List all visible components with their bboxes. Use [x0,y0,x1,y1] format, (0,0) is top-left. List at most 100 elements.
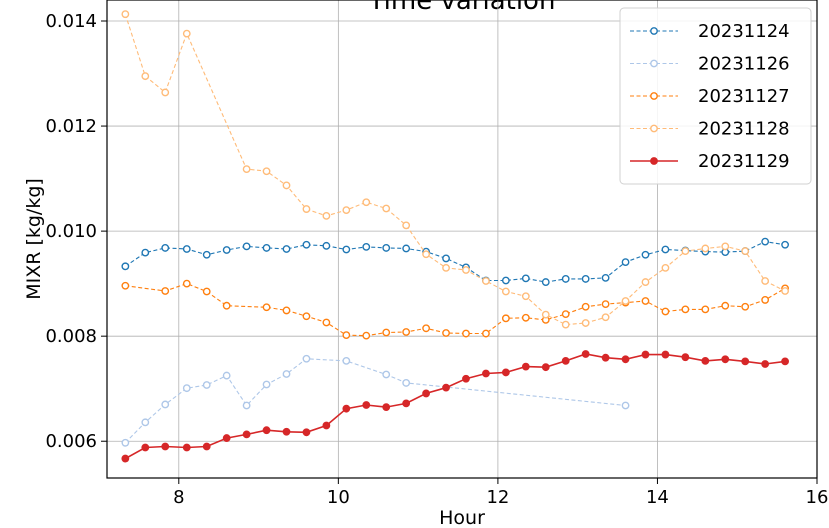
legend-label: 20231126 [698,54,790,75]
data-point [661,350,670,359]
data-point [382,244,391,252]
data-point [202,287,211,296]
legend-marker [650,59,658,68]
data-point [141,443,150,452]
data-point [621,297,630,305]
data-point [701,244,710,253]
data-point [402,221,411,230]
data-point [641,250,650,259]
data-point [462,374,470,383]
data-point [302,312,311,321]
data-point [302,354,311,363]
data-point [262,303,271,312]
data-point [161,442,170,451]
data-point [721,242,730,251]
data-point [121,454,130,463]
y-tick-label: 0.006 [45,431,97,452]
data-point [701,305,710,314]
y-tick-label: 0.010 [45,221,97,242]
data-point [362,401,371,409]
data-point [661,263,670,272]
data-point [442,263,450,272]
data-point [222,434,231,442]
x-tick-label: 10 [327,487,350,508]
data-point [322,241,331,250]
data-point [601,300,610,309]
legend-label: 20231128 [698,119,790,140]
data-point [521,313,530,322]
data-point [601,313,610,322]
data-point [302,205,311,213]
legend-entry: 20231129 [630,151,790,172]
y-tick-label: 0.014 [45,11,97,32]
data-point [402,399,411,408]
x-axis-label: Hour [439,507,485,528]
series-layer [121,10,789,463]
data-point [222,301,231,310]
series-20231126 [121,354,630,447]
series-line [124,358,626,444]
data-point [541,363,550,372]
data-point [282,245,291,253]
data-point [442,329,450,337]
series-20231124 [121,237,789,286]
data-point [402,244,411,253]
legend-entry: 20231124 [630,21,790,42]
data-point [781,287,789,295]
data-point [282,427,291,436]
data-point [161,287,170,295]
data-point [721,301,730,310]
y-tick-label: 0.008 [45,326,97,347]
data-point [182,279,191,288]
legend-entry: 20231126 [630,54,790,75]
data-point [482,277,490,285]
data-point [342,404,351,413]
x-tick-label: 12 [486,487,509,508]
data-point [202,250,211,259]
data-point [701,356,710,365]
data-point [521,274,530,283]
data-point [222,371,231,380]
data-point [322,211,331,220]
data-point [342,331,351,340]
data-point [761,296,770,304]
data-point [761,237,770,246]
data-point [302,428,311,437]
legend-marker [650,92,658,100]
data-point [242,165,251,174]
data-point [342,356,351,365]
data-point [501,368,510,377]
data-point [182,443,191,452]
data-point [581,275,590,283]
data-point [402,379,411,387]
axis-ticks: 8 10 12 14 16 0.006 0.008 0.010 0.012 0.014 [45,11,828,508]
data-point [282,181,291,190]
data-point [242,401,251,410]
data-point [741,357,750,366]
data-point [262,426,271,435]
data-point [581,350,590,358]
x-tick-label: 14 [646,487,669,508]
data-point [141,248,150,257]
data-point [182,29,191,38]
series-20231127 [121,279,789,340]
data-point [422,389,431,398]
data-point [302,240,311,249]
data-point [761,277,770,285]
data-point [761,360,770,368]
data-point [382,204,391,213]
data-point [561,356,570,365]
data-point [141,418,150,427]
data-point [161,400,170,409]
data-point [121,438,130,447]
data-point [362,331,371,340]
series-line [124,353,786,460]
data-point [482,369,490,378]
data-point [222,246,231,254]
data-point [741,302,750,311]
data-point [541,310,550,319]
legend-label: 20231127 [698,86,790,107]
data-point [202,381,211,389]
data-point [422,324,431,333]
data-point [661,245,670,254]
